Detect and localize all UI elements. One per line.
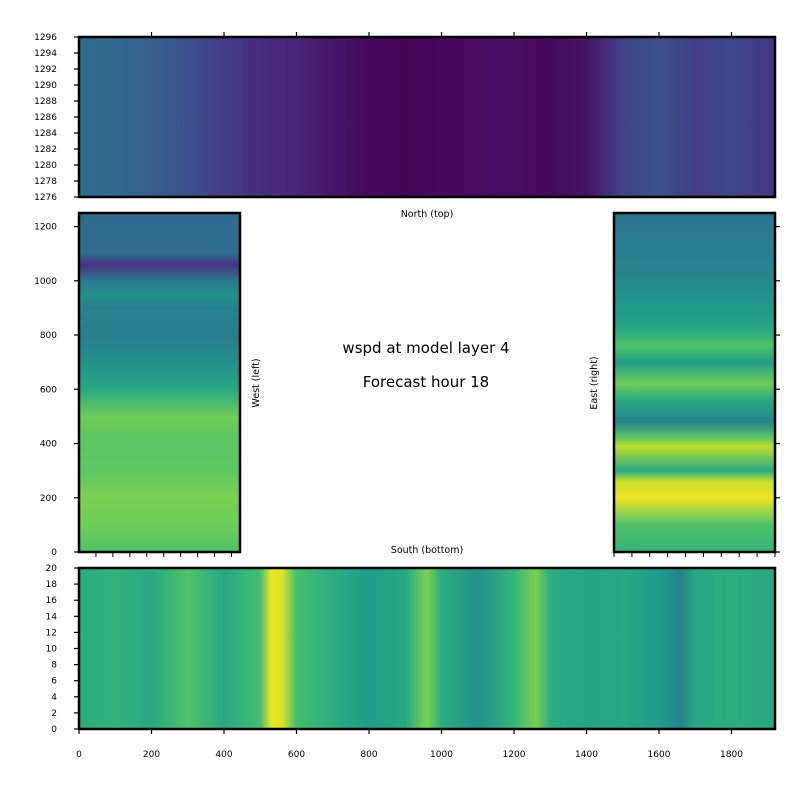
south-panel-frame — [77, 566, 777, 731]
y-tick-label: 1292 — [34, 65, 57, 75]
east-panel-label: East (right) — [589, 356, 600, 409]
y-tick-label: 12 — [46, 628, 57, 638]
y-tick-label: 8 — [51, 661, 57, 671]
y-tick-label: 1284 — [34, 129, 57, 139]
y-tick-label: 0 — [51, 725, 57, 735]
west-panel-frame — [77, 211, 242, 554]
x-tick-label: 200 — [143, 750, 160, 760]
y-tick-label: 600 — [40, 385, 57, 395]
y-tick-label: 1276 — [34, 193, 57, 203]
west-heatmap — [79, 213, 240, 552]
y-tick-label: 1280 — [34, 161, 57, 171]
y-tick-label: 800 — [40, 331, 57, 341]
x-tick-label: 400 — [215, 750, 232, 760]
x-tick-label: 0 — [76, 750, 82, 760]
y-tick-label: 6 — [51, 677, 57, 687]
figure-subtitle: Forecast hour 18 — [363, 373, 489, 391]
y-tick-label: 1200 — [34, 223, 57, 233]
y-tick-label: 400 — [40, 440, 57, 450]
y-tick-label: 1278 — [34, 177, 57, 187]
y-tick-label: 10 — [46, 645, 58, 655]
y-tick-label: 200 — [40, 494, 57, 504]
y-tick-label: 1286 — [34, 113, 57, 123]
y-tick-label: 1288 — [34, 97, 57, 107]
x-tick-label: 600 — [288, 750, 305, 760]
y-tick-label: 1282 — [34, 145, 57, 155]
y-tick-label: 1290 — [34, 81, 57, 91]
east-heatmap — [614, 213, 775, 552]
west-panel-label: West (left) — [251, 358, 262, 407]
y-tick-label: 1294 — [34, 49, 57, 59]
y-tick-label: 2 — [51, 709, 57, 719]
x-tick-label: 800 — [360, 750, 377, 760]
x-tick-label: 1200 — [503, 750, 526, 760]
x-tick-label: 1000 — [430, 750, 453, 760]
y-tick-label: 1296 — [34, 33, 57, 43]
figure-title: wspd at model layer 4 — [342, 339, 509, 357]
north-panel-label: North (top) — [401, 209, 454, 220]
y-tick-label: 16 — [46, 596, 58, 606]
north-panel-frame — [77, 35, 777, 199]
tick-labels: 1276127812801282128412861288129012921294… — [34, 33, 743, 760]
south-heatmap — [79, 568, 775, 729]
y-tick-label: 4 — [51, 693, 57, 703]
north-heatmap — [79, 37, 775, 197]
y-tick-label: 20 — [46, 564, 58, 574]
east-panel-frame — [612, 211, 777, 554]
x-tick-label: 1600 — [648, 750, 671, 760]
y-tick-label: 18 — [46, 580, 58, 590]
y-tick-label: 0 — [51, 548, 57, 558]
x-tick-label: 1400 — [575, 750, 598, 760]
y-tick-label: 1000 — [34, 277, 57, 287]
x-tick-label: 1800 — [720, 750, 743, 760]
y-tick-label: 14 — [46, 612, 58, 622]
south-panel-label: South (bottom) — [391, 545, 463, 556]
